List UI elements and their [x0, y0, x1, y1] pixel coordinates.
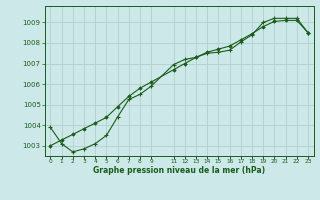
- X-axis label: Graphe pression niveau de la mer (hPa): Graphe pression niveau de la mer (hPa): [93, 166, 265, 175]
